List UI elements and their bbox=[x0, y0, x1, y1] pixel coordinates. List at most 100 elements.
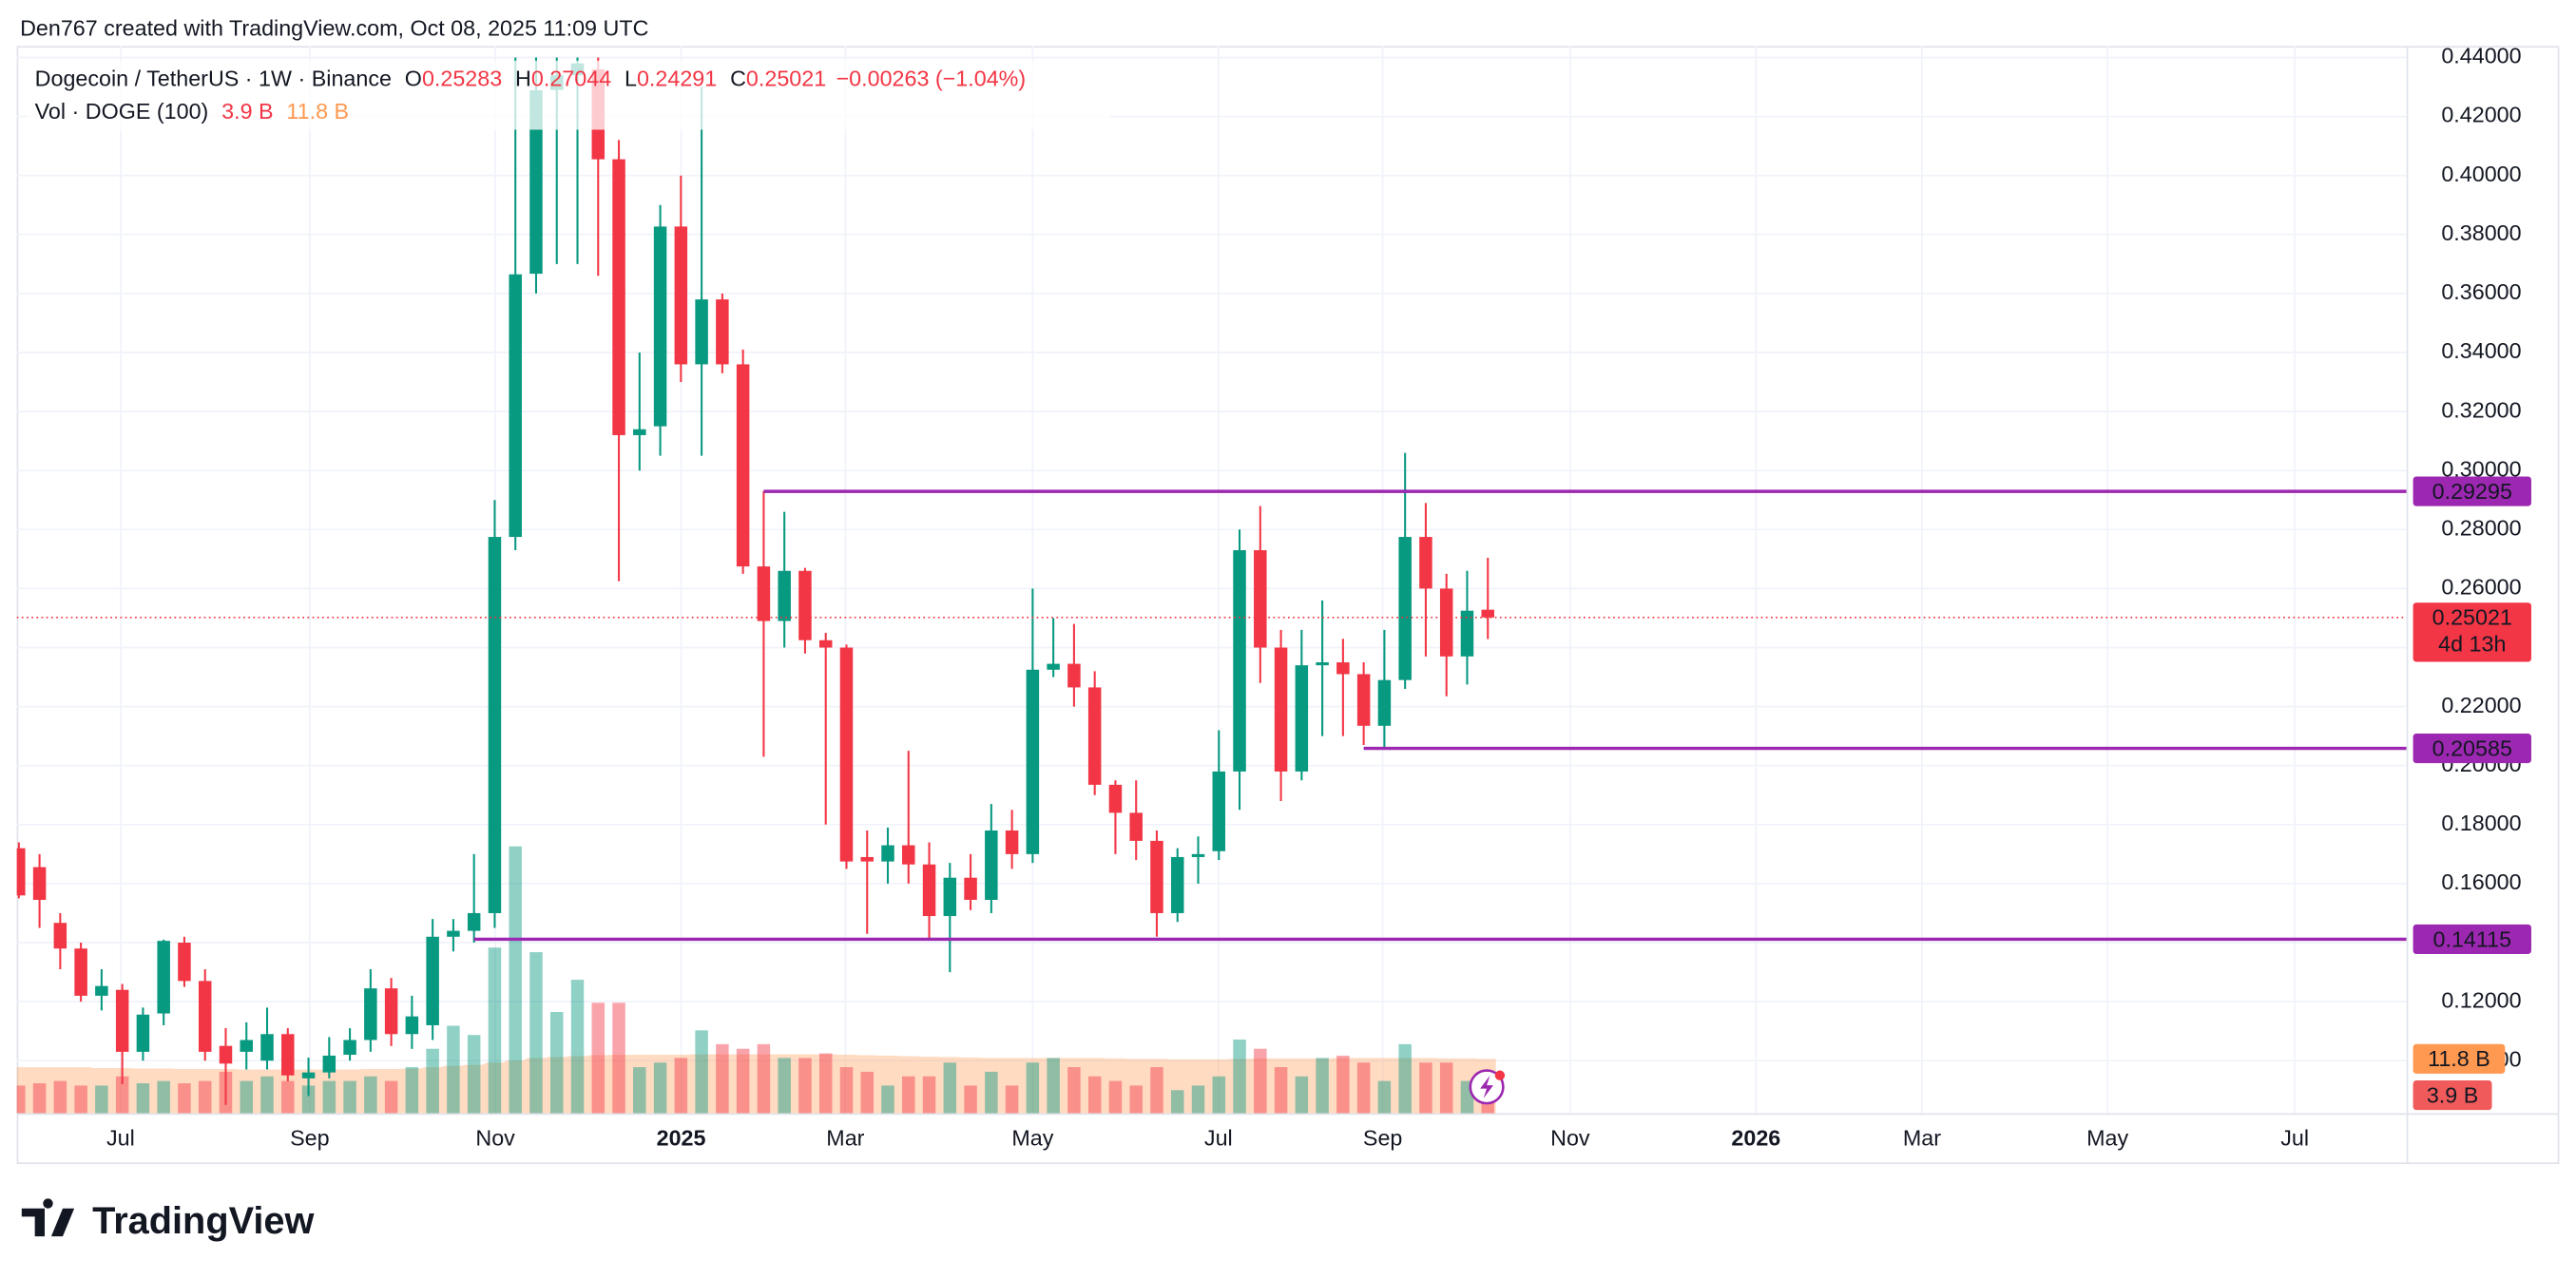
volume-bar bbox=[818, 1053, 833, 1114]
volume-bar bbox=[1316, 1058, 1329, 1114]
candle-body bbox=[1460, 610, 1474, 657]
volume-bar bbox=[570, 980, 585, 1114]
candle-body bbox=[860, 856, 874, 862]
candle-body bbox=[488, 537, 502, 913]
volume-bar bbox=[198, 1080, 212, 1114]
candle-body bbox=[74, 948, 87, 996]
candle-body bbox=[798, 570, 812, 640]
y-tick-label: 0.26000 bbox=[2441, 575, 2521, 600]
candle-body bbox=[198, 981, 212, 1052]
candle-body bbox=[95, 985, 108, 996]
volume-bar bbox=[488, 947, 502, 1114]
candle-body bbox=[1026, 669, 1040, 854]
volume-bar bbox=[1005, 1085, 1019, 1114]
volume-bar bbox=[1067, 1067, 1081, 1114]
candle-body bbox=[364, 988, 377, 1040]
y-tick-label: 0.32000 bbox=[2441, 397, 2521, 422]
candle-body bbox=[1191, 853, 1205, 857]
volume-bar bbox=[1254, 1048, 1267, 1114]
logo[interactable] bbox=[21, 1198, 75, 1237]
level-badge bbox=[2413, 924, 2531, 954]
y-tick-label: 0.22000 bbox=[2441, 693, 2521, 717]
candle-body bbox=[529, 89, 543, 275]
y-tick-label: 0.28000 bbox=[2441, 515, 2521, 540]
candle-body bbox=[839, 647, 854, 862]
volume-value: 3.9 B bbox=[221, 99, 273, 124]
volume-bar bbox=[1233, 1040, 1246, 1114]
candle-body bbox=[1398, 537, 1412, 680]
volume-badge bbox=[2413, 1080, 2492, 1111]
candle-body bbox=[16, 848, 26, 896]
level-label: 0.14115 bbox=[2433, 926, 2512, 951]
ohlc-key: C bbox=[730, 67, 746, 91]
y-tick-label: 0.36000 bbox=[2441, 279, 2521, 304]
volume-bar bbox=[1274, 1067, 1288, 1114]
candle-body bbox=[674, 226, 688, 365]
volume-bar bbox=[778, 1058, 791, 1114]
volume-bar bbox=[1129, 1085, 1143, 1114]
candle-body bbox=[695, 299, 708, 365]
candle-body bbox=[778, 570, 791, 621]
frame bbox=[16, 46, 2560, 1165]
volume-bar bbox=[1377, 1080, 1392, 1114]
volume-bar bbox=[653, 1062, 667, 1114]
x-tick-label: Sep bbox=[1363, 1125, 1402, 1150]
level-label: 0.29295 bbox=[2432, 479, 2512, 504]
x-tick-label: Nov bbox=[475, 1125, 515, 1150]
candle-body bbox=[53, 923, 67, 949]
volume-bar bbox=[839, 1067, 854, 1114]
candle-body bbox=[301, 1072, 316, 1079]
candle-body bbox=[1067, 663, 1081, 688]
x-tick-label: Mar bbox=[1903, 1125, 1941, 1150]
legend-main: Dogecoin / TetherUS · 1W · Binance O0.252… bbox=[35, 67, 1027, 91]
volume-bar bbox=[716, 1043, 729, 1114]
candle-body bbox=[1108, 784, 1123, 813]
volume-title: Vol · DOGE (100) bbox=[35, 99, 209, 124]
volume-bar bbox=[633, 1067, 646, 1114]
level-badge bbox=[2413, 476, 2531, 506]
volume-bar bbox=[1439, 1062, 1453, 1114]
candle-body bbox=[1316, 662, 1329, 666]
price-pane bbox=[16, 57, 2407, 1105]
y-tick-label: 0.16000 bbox=[2441, 869, 2521, 894]
volume-bar bbox=[32, 1083, 47, 1114]
volume-bar bbox=[115, 1076, 129, 1114]
y-tick-label: 0.38000 bbox=[2441, 220, 2521, 245]
volume-bar bbox=[943, 1062, 957, 1114]
candle-body bbox=[260, 1034, 274, 1061]
candle-body bbox=[136, 1014, 150, 1052]
candle-body bbox=[1377, 679, 1392, 726]
grid bbox=[16, 46, 2407, 1114]
y-tick-label: 0.42000 bbox=[2441, 103, 2521, 127]
volume-bar bbox=[74, 1085, 87, 1114]
legend-bg bbox=[27, 60, 1111, 130]
candle-body bbox=[384, 988, 398, 1035]
volume-bar bbox=[985, 1071, 998, 1114]
replay-icon[interactable] bbox=[1469, 1069, 1506, 1105]
volume-ma-badge bbox=[2413, 1043, 2506, 1074]
candle-body bbox=[943, 877, 957, 917]
symbol-title: Dogecoin / TetherUS · 1W · Binance bbox=[35, 67, 392, 91]
candle-body bbox=[322, 1055, 336, 1073]
candle-body bbox=[509, 274, 522, 538]
candle-body bbox=[716, 299, 729, 365]
volume-ma-label: 11.8 B bbox=[2428, 1046, 2490, 1071]
candle-body bbox=[405, 1016, 419, 1035]
y-tick-label: 0.12000 bbox=[2441, 987, 2521, 1012]
candle-body bbox=[1481, 609, 1494, 618]
volume-bar bbox=[757, 1043, 771, 1114]
candle-body bbox=[1233, 550, 1246, 772]
volume-bar bbox=[1170, 1090, 1184, 1114]
volume-bar bbox=[612, 1002, 625, 1114]
candle-body bbox=[219, 1045, 233, 1064]
volume-bar bbox=[736, 1048, 750, 1114]
y-tick-label: 0.18000 bbox=[2441, 811, 2521, 835]
x-tick-label: Mar bbox=[826, 1125, 864, 1150]
legend-volume: Vol · DOGE (100) 3.9 B 11.8 B bbox=[35, 99, 349, 124]
volume-bar bbox=[447, 1025, 460, 1114]
ohlc-key: O bbox=[405, 67, 422, 91]
price-label: 0.25021 bbox=[2432, 605, 2512, 630]
candle-body bbox=[115, 989, 129, 1052]
volume-bar bbox=[95, 1085, 108, 1114]
credit: Den767 created with TradingView.com, Oct… bbox=[20, 15, 648, 40]
